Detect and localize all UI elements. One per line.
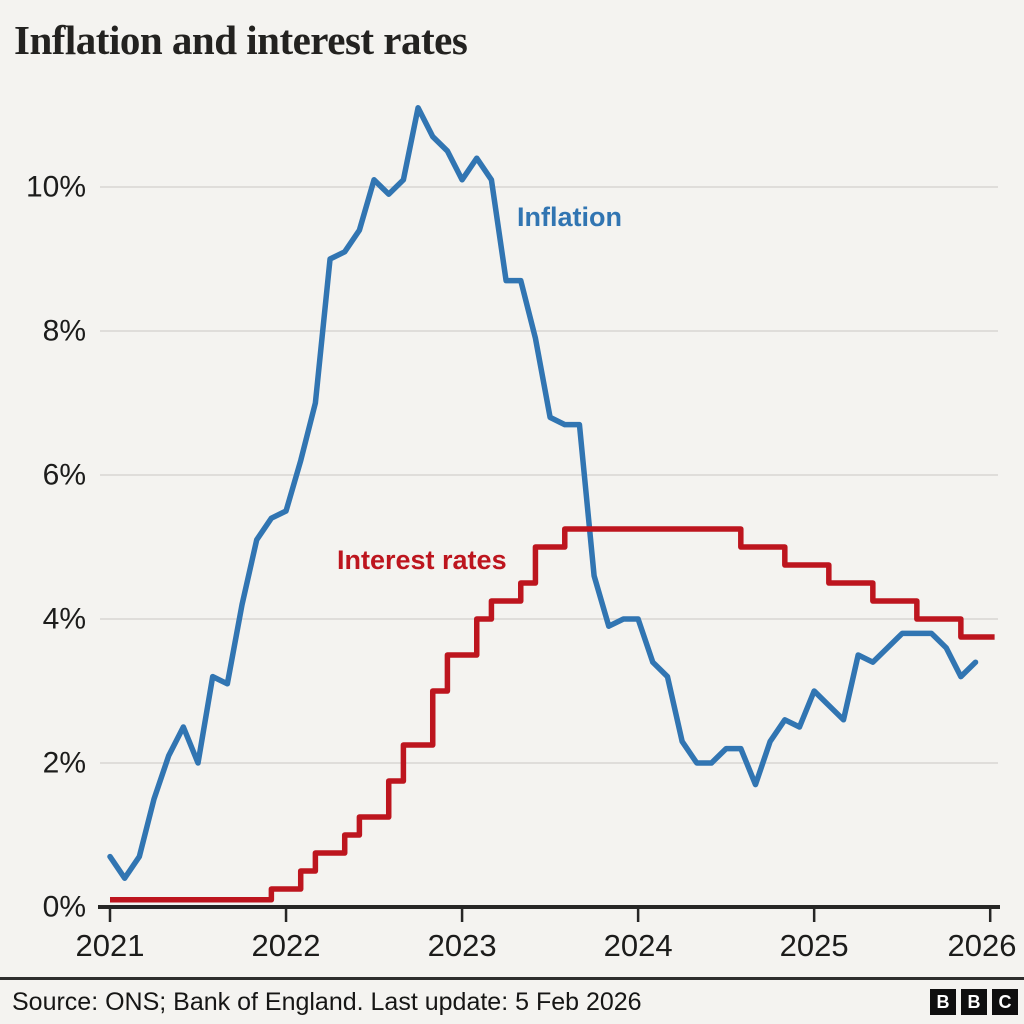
bbc-logo-block-b2: B	[961, 989, 987, 1015]
x-tick-label: 2025	[780, 928, 849, 963]
x-tick-label: 2024	[604, 928, 673, 963]
y-tick-label: 10%	[26, 171, 86, 204]
interest-rate-line	[110, 526, 995, 903]
x-tick-label: 2021	[76, 928, 145, 963]
inflation-line	[107, 105, 979, 881]
interest-rates-series-label: Interest rates	[337, 545, 507, 575]
bbc-logo-block-b1: B	[930, 989, 956, 1015]
x-tick-label: 2026	[948, 928, 1017, 963]
bbc-logo: B B C	[930, 989, 1018, 1015]
y-tick-label: 8%	[43, 315, 86, 348]
source-text: Source: ONS; Bank of England. Last updat…	[12, 987, 642, 1016]
y-tick-label: 0%	[43, 891, 86, 924]
y-tick-label: 2%	[43, 747, 86, 780]
inflation-series-label: Inflation	[517, 202, 622, 232]
bbc-logo-block-c: C	[992, 989, 1018, 1015]
footer: Source: ONS; Bank of England. Last updat…	[0, 977, 1024, 1024]
y-tick-label: 4%	[43, 603, 86, 636]
chart-title: Inflation and interest rates	[14, 17, 468, 63]
y-tick-label: 6%	[43, 459, 86, 492]
x-tick-label: 2023	[428, 928, 497, 963]
x-tick-label: 2022	[252, 928, 321, 963]
